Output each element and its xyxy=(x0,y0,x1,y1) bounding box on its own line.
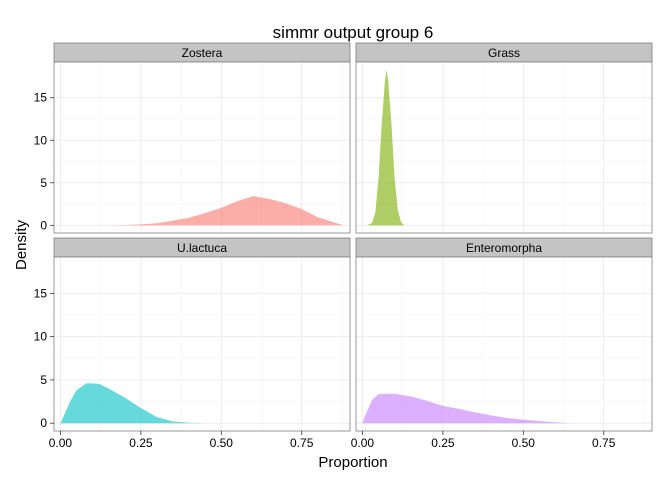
y-axis-title: Density xyxy=(13,219,30,270)
x-tick-label: 0.50 xyxy=(512,436,536,450)
y-tick-label: 0 xyxy=(40,416,47,430)
y-tick-label: 5 xyxy=(40,373,47,387)
facet-strip-label: U.lactuca xyxy=(177,241,227,255)
y-tick-label: 15 xyxy=(34,286,48,300)
panel-border xyxy=(53,256,351,432)
facet-strip-label: Zostera xyxy=(182,46,223,60)
panel-background xyxy=(356,62,652,233)
y-tick-label: 15 xyxy=(34,91,48,105)
x-tick-label: 0.75 xyxy=(290,436,314,450)
panel-background xyxy=(54,62,350,233)
panel-border xyxy=(355,61,653,234)
facet-panels: Zostera 0 5 10 15 Grass U.lactuca 0 5 10 15 0.00 0.2… xyxy=(34,42,653,450)
density-area xyxy=(60,383,206,424)
x-tick-label: 0.25 xyxy=(129,436,153,450)
facet-strip-label: Enteromorpha xyxy=(466,241,542,255)
x-tick-label: 0.25 xyxy=(431,436,455,450)
density-area xyxy=(367,69,405,226)
x-axis-title: Proportion xyxy=(318,454,387,471)
y-tick-label: 0 xyxy=(40,218,47,232)
y-tick-label: 5 xyxy=(40,176,47,190)
y-tick-label: 10 xyxy=(34,133,48,147)
panel-zostera: Zostera 0 5 10 15 xyxy=(34,42,351,234)
chart-title: simmr output group 6 xyxy=(273,23,434,42)
density-area xyxy=(108,195,344,226)
x-tick-label: 0.00 xyxy=(49,436,73,450)
panel-border xyxy=(355,256,653,432)
x-tick-label: 0.00 xyxy=(351,436,375,450)
panel-u-lactuca: U.lactuca 0 5 10 15 0.00 0.25 0.50 0.75 xyxy=(34,237,351,450)
panel-border xyxy=(53,61,351,234)
density-area xyxy=(362,393,572,424)
facet-strip-label: Grass xyxy=(488,46,520,60)
x-tick-label: 0.75 xyxy=(592,436,616,450)
y-tick-label: 10 xyxy=(34,330,48,344)
panel-grass: Grass xyxy=(355,42,653,234)
x-tick-label: 0.50 xyxy=(210,436,234,450)
panel-enteromorpha: Enteromorpha 0.00 0.25 0.50 0.75 xyxy=(351,237,653,450)
